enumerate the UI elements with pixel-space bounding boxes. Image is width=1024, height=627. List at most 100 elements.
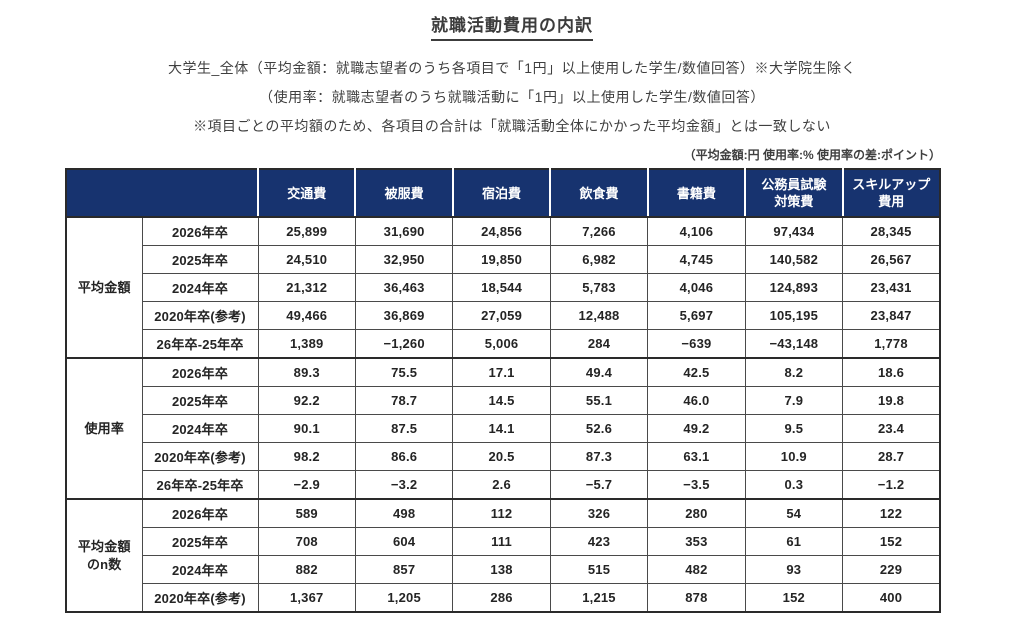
- data-cell: 5,783: [549, 273, 649, 302]
- data-cell: 229: [842, 555, 941, 584]
- data-cell: 21,312: [257, 273, 356, 302]
- data-cell: −3.2: [354, 470, 454, 500]
- row-group-label: 使用率: [65, 357, 143, 500]
- data-cell: 400: [842, 583, 941, 613]
- data-cell: −2.9: [257, 470, 356, 500]
- data-cell: 4,046: [647, 273, 746, 302]
- data-cell: −1.2: [842, 470, 941, 500]
- data-cell: 87.5: [354, 414, 454, 443]
- table-row: 2024年卒 882 857 138 515 482 93 229: [66, 555, 941, 584]
- data-cell: 36,869: [354, 301, 454, 330]
- data-cell: 93: [744, 555, 844, 584]
- data-cell: 152: [842, 527, 941, 556]
- data-cell: 4,106: [647, 216, 746, 246]
- data-cell: 90.1: [257, 414, 356, 443]
- subtitle-block: 大学生_全体（平均金額：就職志望者のうち各項目で「1円」以上使用した学生/数値回…: [0, 54, 1024, 141]
- data-cell: 32,950: [354, 245, 454, 274]
- row-label: 2026年卒: [141, 357, 259, 387]
- data-cell: 14.1: [452, 414, 551, 443]
- data-cell: 63.1: [647, 442, 746, 471]
- row-group-label: 平均金額 のn数: [65, 498, 143, 613]
- subtitle-line: 大学生_全体（平均金額：就職志望者のうち各項目で「1円」以上使用した学生/数値回…: [168, 60, 856, 76]
- units-note: （平均金額:円 使用率:% 使用率の差:ポイント）: [683, 148, 941, 162]
- data-cell: 14.5: [452, 386, 551, 415]
- data-cell: 89.3: [257, 357, 356, 387]
- subtitle-line: （使用率：就職志望者のうち就職活動に「1円」以上使用した学生/数値回答）: [259, 89, 765, 105]
- subtitle-line: ※項目ごとの平均額のため、各項目の合計は「就職活動全体にかかった平均金額」とは一…: [193, 118, 831, 134]
- data-cell: 286: [452, 583, 551, 613]
- data-cell: 19,850: [452, 245, 551, 274]
- data-cell: 882: [257, 555, 356, 584]
- table-row: 2020年卒(参考) 1,367 1,205 286 1,215 878 152…: [66, 583, 941, 613]
- data-cell: 87.3: [549, 442, 649, 471]
- column-header: 宿泊費: [451, 169, 551, 218]
- data-cell: 708: [257, 527, 356, 556]
- row-label: 2026年卒: [141, 498, 259, 528]
- row-label: 2020年卒(参考): [141, 583, 259, 613]
- table-row: 2020年卒(参考) 49,466 36,869 27,059 12,488 5…: [66, 301, 941, 330]
- row-group-label: 平均金額: [65, 216, 143, 359]
- row-label: 26年卒-25年卒: [141, 470, 259, 500]
- row-label: 2020年卒(参考): [141, 442, 259, 471]
- data-cell: 78.7: [354, 386, 454, 415]
- data-cell: 23,431: [842, 273, 941, 302]
- data-cell: 1,389: [257, 329, 356, 359]
- data-cell: −639: [647, 329, 746, 359]
- data-cell: 1,367: [257, 583, 356, 613]
- data-cell: 280: [647, 498, 746, 528]
- data-cell: 23,847: [842, 301, 941, 330]
- data-cell: 18,544: [452, 273, 551, 302]
- data-cell: 98.2: [257, 442, 356, 471]
- data-cell: 23.4: [842, 414, 941, 443]
- data-cell: 26,567: [842, 245, 941, 274]
- data-cell: 5,697: [647, 301, 746, 330]
- data-cell: 92.2: [257, 386, 356, 415]
- data-cell: 20.5: [452, 442, 551, 471]
- data-cell: 284: [549, 329, 649, 359]
- data-cell: 124,893: [744, 273, 844, 302]
- data-cell: 482: [647, 555, 746, 584]
- data-cell: 7.9: [744, 386, 844, 415]
- table-row: 2024年卒 21,312 36,463 18,544 5,783 4,046 …: [66, 273, 941, 302]
- data-cell: −43,148: [744, 329, 844, 359]
- data-cell: 10.9: [744, 442, 844, 471]
- data-cell: 28,345: [842, 216, 941, 246]
- data-cell: −5.7: [549, 470, 649, 500]
- data-cell: 515: [549, 555, 649, 584]
- data-cell: 138: [452, 555, 551, 584]
- data-cell: 8.2: [744, 357, 844, 387]
- table-row: 2024年卒 90.1 87.5 14.1 52.6 49.2 9.5 23.4: [66, 414, 941, 443]
- data-cell: 17.1: [452, 357, 551, 387]
- table-row: 2020年卒(参考) 98.2 86.6 20.5 87.3 63.1 10.9…: [66, 442, 941, 471]
- data-cell: 589: [257, 498, 356, 528]
- data-cell: 0.3: [744, 470, 844, 500]
- column-header: スキルアップ 費用: [841, 169, 940, 218]
- column-header: 公務員試験 対策費: [744, 169, 843, 218]
- table-row: 2025年卒 708 604 111 423 353 61 152: [66, 527, 941, 556]
- row-label: 2025年卒: [141, 386, 259, 415]
- data-cell: 498: [354, 498, 454, 528]
- data-cell: 61: [744, 527, 844, 556]
- data-cell: 105,195: [744, 301, 844, 330]
- row-label: 2024年卒: [141, 555, 259, 584]
- table-row: 26年卒-25年卒 1,389 −1,260 5,006 284 −639 −4…: [66, 329, 941, 359]
- table-row: 2025年卒 92.2 78.7 14.5 55.1 46.0 7.9 19.8: [66, 386, 941, 415]
- data-cell: 604: [354, 527, 454, 556]
- data-cell: 12,488: [549, 301, 649, 330]
- data-cell: 31,690: [354, 216, 454, 246]
- column-header: 書籍費: [646, 169, 746, 218]
- data-cell: 423: [549, 527, 649, 556]
- data-cell: 18.6: [842, 357, 941, 387]
- cost-breakdown-table: 交通費 被服費 宿泊費 飲食費 書籍費 公務員試験 対策費 スキルアップ 費用 …: [65, 168, 941, 613]
- data-cell: 1,778: [842, 329, 941, 359]
- data-cell: 24,510: [257, 245, 356, 274]
- data-cell: 9.5: [744, 414, 844, 443]
- data-cell: 326: [549, 498, 649, 528]
- data-cell: 27,059: [452, 301, 551, 330]
- data-cell: 878: [647, 583, 746, 613]
- data-cell: 111: [452, 527, 551, 556]
- column-header: 被服費: [354, 169, 453, 218]
- data-cell: 353: [647, 527, 746, 556]
- table-row: 使用率 2026年卒 89.3 75.5 17.1 49.4 42.5 8.2 …: [65, 357, 941, 500]
